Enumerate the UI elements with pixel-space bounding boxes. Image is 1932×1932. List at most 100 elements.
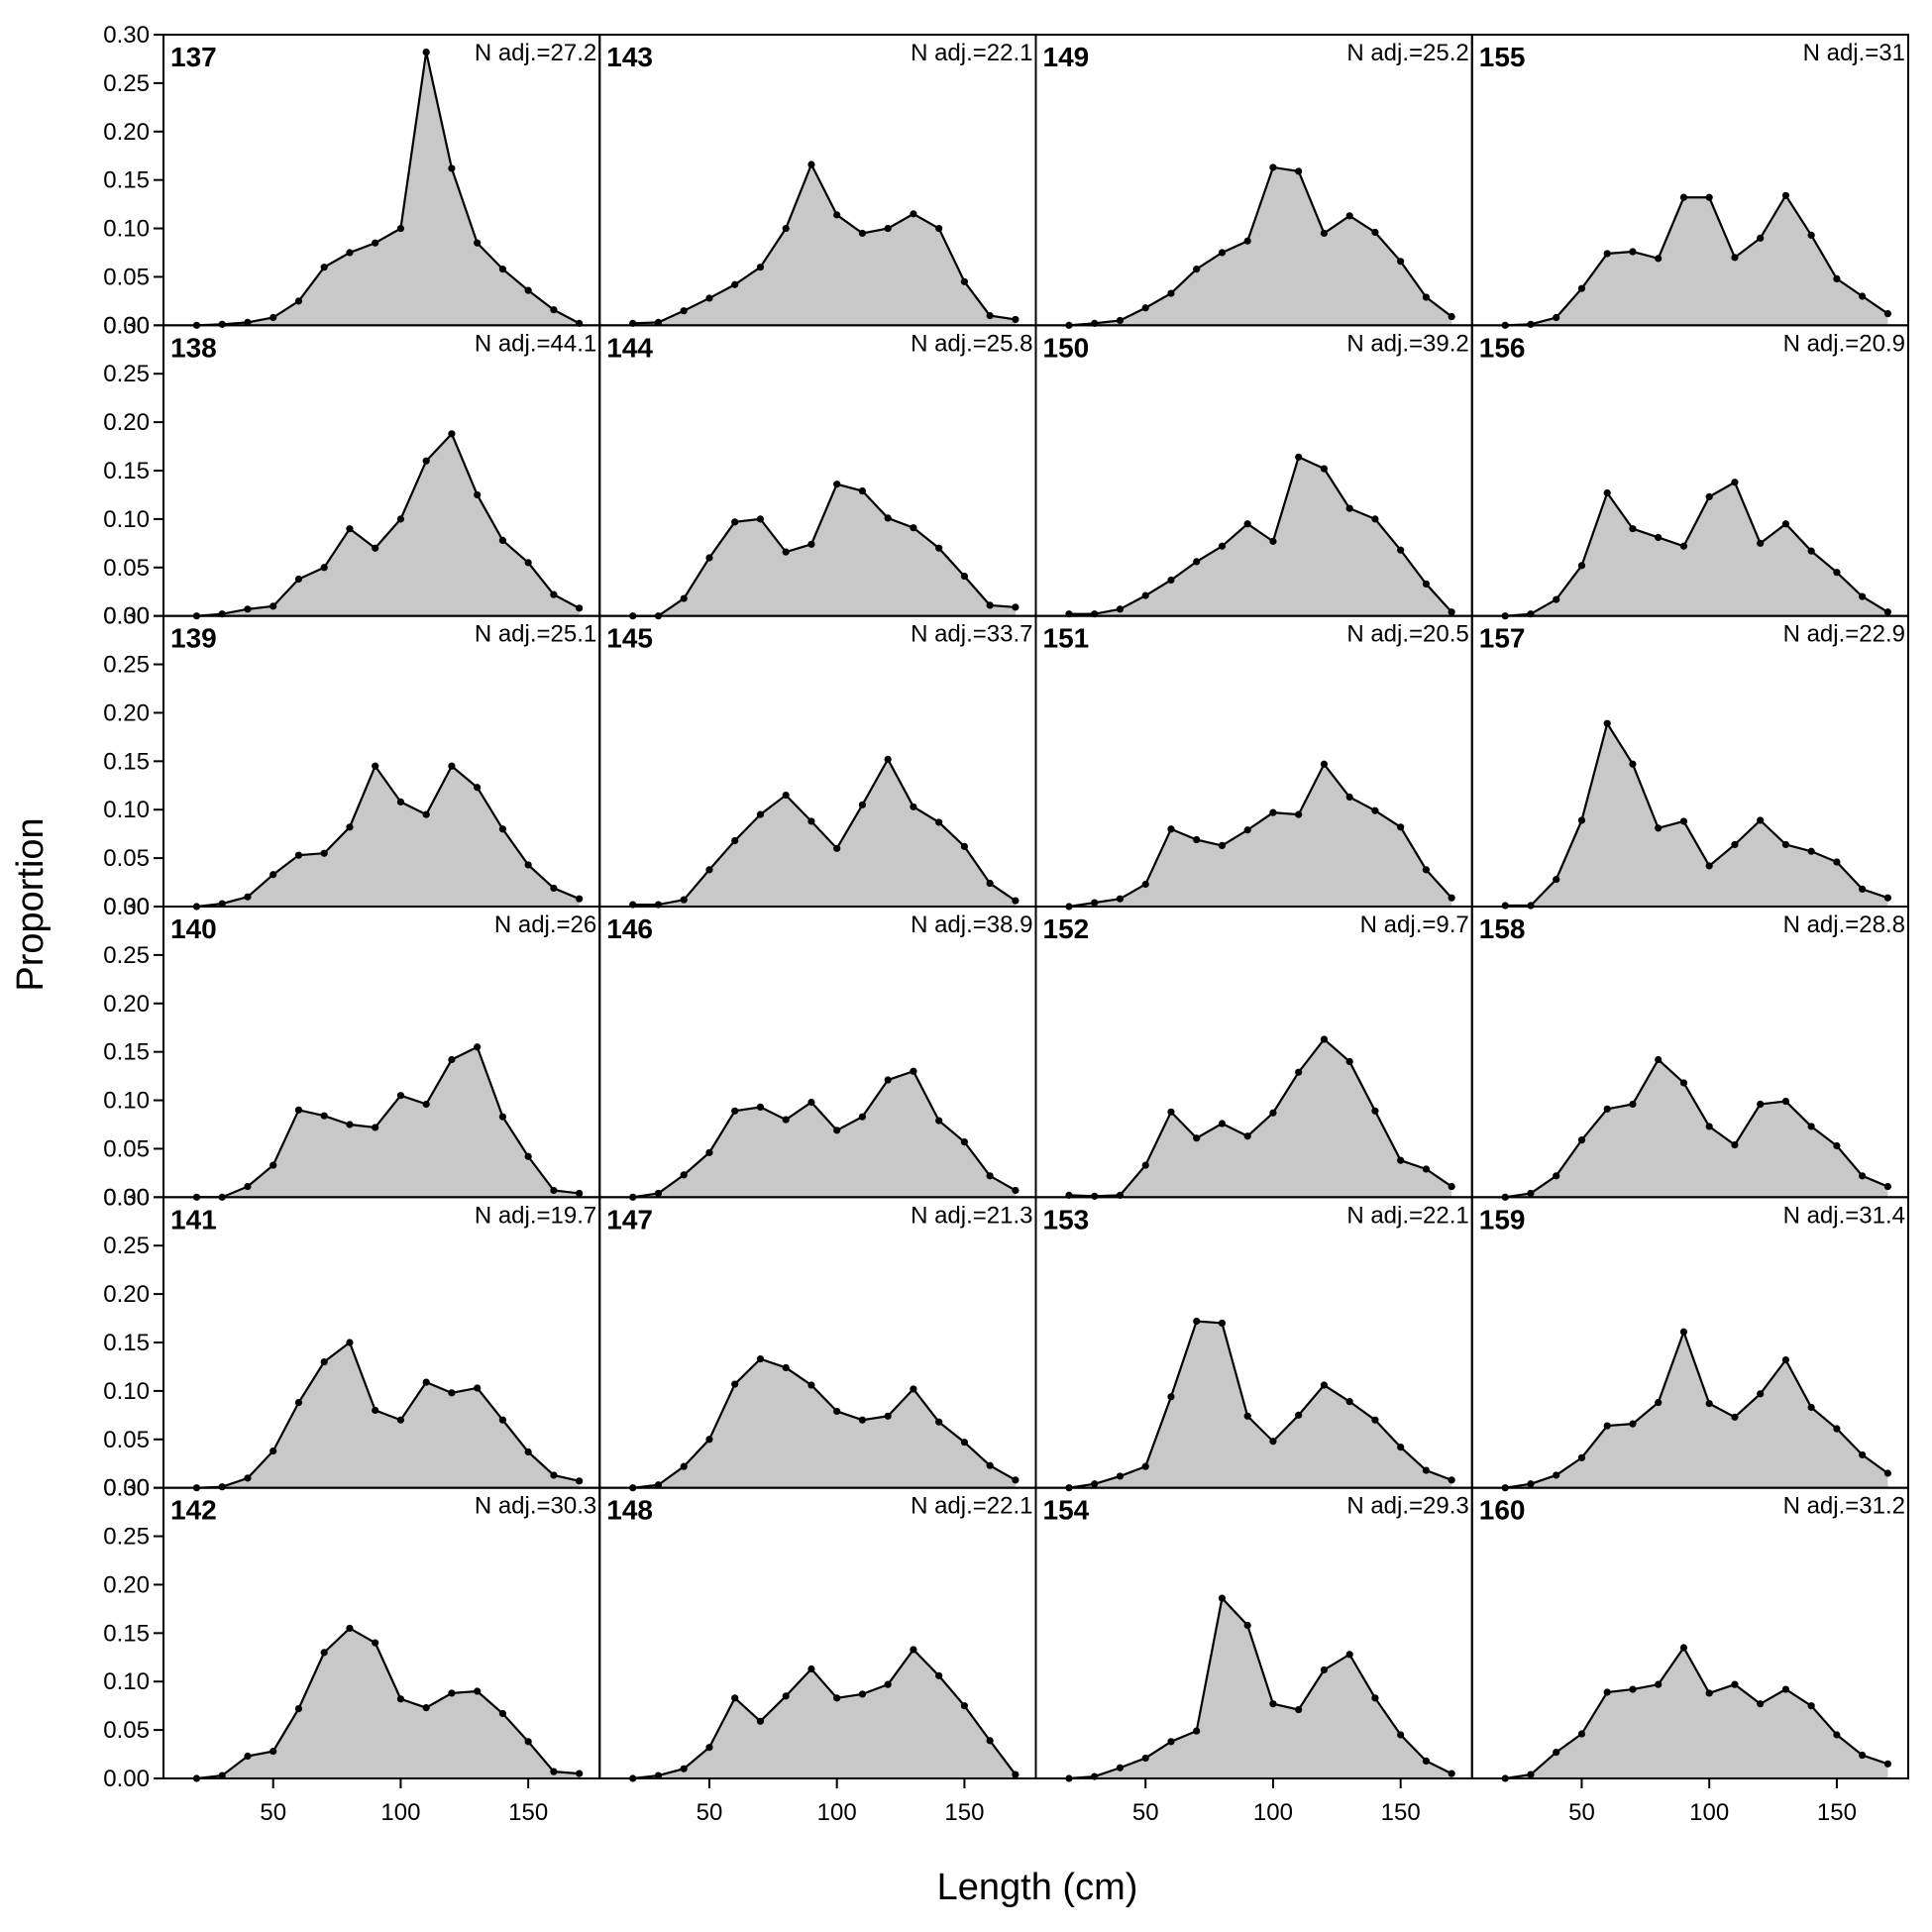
data-point — [244, 1182, 252, 1191]
panel-id-label: 140 — [170, 913, 217, 944]
y-tick-label: 0.30 — [103, 1475, 150, 1502]
panel-id-label: 155 — [1479, 42, 1526, 72]
data-point — [1397, 823, 1405, 831]
y-tick-label: 0.05 — [103, 555, 150, 582]
data-point — [576, 1770, 584, 1777]
data-point — [1167, 1393, 1175, 1401]
data-point — [1371, 515, 1379, 523]
data-point — [422, 810, 430, 818]
data-point — [550, 1186, 558, 1195]
proportion-line — [196, 763, 581, 909]
panel-id-label: 159 — [1479, 1204, 1526, 1234]
data-point — [396, 224, 405, 233]
proportion-line — [632, 1069, 1017, 1199]
data-point — [1116, 895, 1125, 903]
data-point — [1603, 250, 1611, 258]
proportion-line — [632, 483, 1016, 617]
data-point — [1553, 313, 1560, 322]
data-point — [294, 1106, 303, 1114]
data-point — [320, 1112, 328, 1120]
data-point — [1883, 1760, 1892, 1768]
data-point — [680, 1171, 688, 1179]
proportion-line — [1068, 165, 1452, 327]
data-point — [448, 430, 456, 438]
n-adj-label: N adj.=22.1 — [911, 1493, 1032, 1520]
data-point — [858, 1113, 867, 1121]
n-adj-label: N adj.=9.7 — [1360, 912, 1469, 938]
data-point — [1243, 1132, 1251, 1140]
data-point — [1527, 1480, 1535, 1488]
data-point — [1553, 1172, 1560, 1180]
data-point — [1731, 1140, 1739, 1149]
data-point — [1679, 1079, 1688, 1087]
data-point — [1345, 504, 1353, 512]
data-point — [1577, 562, 1586, 570]
panel-id-label: 142 — [170, 1495, 217, 1526]
y-tick-label: 0.15 — [103, 1620, 150, 1647]
data-point — [269, 1161, 277, 1169]
data-point — [986, 601, 994, 609]
data-point — [910, 1646, 917, 1654]
panel-id-label: 143 — [606, 42, 653, 72]
data-point — [1527, 1189, 1535, 1198]
data-point — [680, 1765, 688, 1772]
data-point — [910, 524, 917, 532]
proportion-area — [196, 1628, 580, 1778]
data-point — [1679, 542, 1688, 550]
y-tick-label: 0.15 — [103, 167, 150, 194]
data-point — [910, 210, 917, 218]
proportion-line — [1068, 1037, 1452, 1198]
data-point — [244, 318, 252, 326]
data-point — [1731, 254, 1739, 262]
data-point — [1141, 880, 1149, 889]
panel-id-label: 154 — [1043, 1495, 1090, 1526]
data-point — [960, 1439, 969, 1447]
data-point — [218, 900, 226, 908]
data-point — [1807, 847, 1815, 855]
panel-id-label: 147 — [606, 1204, 653, 1234]
data-point — [1371, 228, 1379, 237]
y-tick-label: 0.25 — [103, 942, 150, 969]
data-point — [1422, 1466, 1431, 1474]
data-point — [1422, 293, 1431, 301]
data-point — [372, 1406, 379, 1415]
panel-158: 158 N adj.=28.8 — [1470, 906, 1909, 1201]
data-point — [1320, 1381, 1329, 1389]
data-point — [1448, 894, 1455, 902]
data-point — [1553, 1749, 1560, 1757]
proportion-line — [632, 1648, 1017, 1780]
data-point — [1269, 808, 1277, 816]
data-point — [1859, 885, 1867, 894]
data-point — [1167, 289, 1175, 297]
data-point — [960, 842, 969, 850]
x-tick-label: 100 — [1253, 1799, 1293, 1826]
data-point — [524, 559, 532, 567]
proportion-area — [196, 1342, 580, 1488]
panel-id-label: 160 — [1479, 1495, 1526, 1526]
data-point — [705, 1148, 713, 1156]
y-tick-label: 0.15 — [103, 1039, 150, 1066]
data-point — [756, 515, 765, 523]
data-point — [1883, 1469, 1892, 1477]
data-point — [550, 590, 558, 598]
panel-id-label: 144 — [606, 332, 653, 363]
panel-id-label: 156 — [1479, 332, 1526, 363]
data-point — [244, 1752, 252, 1761]
data-point — [320, 1649, 328, 1657]
data-point — [1655, 255, 1663, 263]
panel-id-label: 149 — [1043, 42, 1090, 72]
data-point — [807, 1098, 815, 1107]
proportion-area — [196, 766, 580, 907]
proportion-area — [1068, 764, 1452, 907]
data-point — [1193, 1134, 1201, 1142]
data-point — [244, 893, 252, 901]
data-point — [498, 266, 507, 273]
data-point — [807, 1664, 815, 1673]
x-tick-label: 150 — [1817, 1799, 1857, 1826]
data-point — [294, 575, 303, 584]
data-point — [705, 1436, 713, 1444]
n-adj-label: N adj.=29.3 — [1346, 1493, 1468, 1520]
data-point — [1320, 465, 1329, 473]
panel-140: 140 N adj.=26 — [162, 906, 601, 1201]
data-point — [1833, 274, 1841, 282]
